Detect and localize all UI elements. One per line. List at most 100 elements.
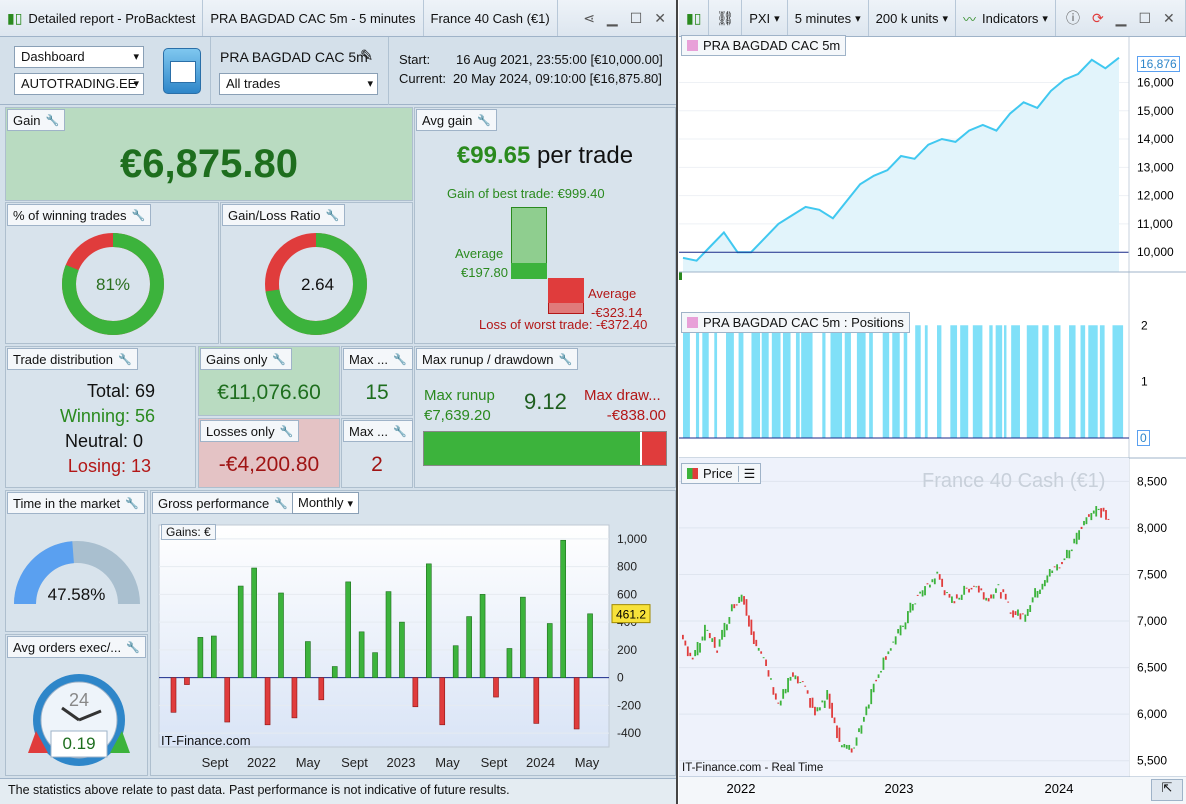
wrench-icon[interactable]: 🔧 [45,114,60,127]
avg-orders-value: 0.19 [62,734,96,753]
gross-performance-label: Gross performance [158,495,270,511]
report-settings-icon[interactable] [163,48,201,94]
gross-bar [291,677,298,719]
price-candle [735,604,738,606]
price-candle [809,698,811,708]
gross-y-tick: 600 [617,587,637,601]
gain-loss-label: Gain/Loss Ratio [228,207,321,223]
price-candle [970,587,973,590]
price-candle [743,596,745,605]
position-bar [725,325,734,438]
max-losses-value: 2 [371,453,383,476]
price-candle [855,737,858,746]
price-candle [1043,580,1046,587]
price-candle [955,594,958,599]
price-candle [948,593,951,598]
price-candle [992,594,995,599]
link-icon[interactable]: ⛓ [709,0,743,36]
wrench-icon[interactable]: 🔧 [131,209,146,222]
report-header: Dashboard AUTOTRADING.EE PRA BAGDAD CAC … [0,37,676,105]
runup-bar [424,432,643,465]
losses-only-label: Losses only [206,423,275,439]
view-select[interactable]: Dashboard [14,46,144,68]
position-bar [1042,325,1049,438]
price-candle [985,597,988,601]
price-candle [816,707,819,712]
gross-y-tick: 0 [617,671,624,685]
price-candle [933,578,936,585]
wrench-icon[interactable]: 🔧 [126,641,140,654]
price-candle [865,706,868,716]
gross-bar [466,616,472,678]
price-candle [1078,530,1081,540]
price-candle [850,748,853,753]
system-select[interactable]: AUTOTRADING.EE [14,73,144,95]
position-bar [869,325,873,438]
price-candle [806,690,809,694]
position-bar [714,325,718,438]
wrench-icon[interactable]: 🔧 [274,497,288,510]
gain-loss-card: Gain/Loss Ratio 🔧 2.64 [220,202,413,344]
gross-bar [224,677,231,723]
candles-icon[interactable]: ▮▯ [679,0,710,36]
price-candle [1036,590,1039,598]
position-bar [960,325,969,438]
wrench-icon[interactable]: 🔧 [393,353,407,366]
positions-y-tick: 2 [1141,318,1148,332]
position-bar [782,325,791,438]
gross-bar [197,637,204,678]
price-candle [862,716,865,722]
trades-select[interactable]: All trades [219,73,378,95]
ticker-select[interactable]: PXI [742,0,788,36]
wrench-icon[interactable]: 🔧 [325,209,340,222]
wrench-icon[interactable]: 🔧 [279,425,294,438]
equity-last-value: 16,876 [1137,56,1180,72]
maximize-icon[interactable]: ☐ [629,9,643,26]
price-candle [1009,612,1012,614]
wrench-icon[interactable]: 🔧 [272,353,287,366]
positions-swatch [687,317,698,328]
timeframe-select[interactable]: 5 minutes [788,0,869,36]
wrench-icon[interactable]: 🔧 [393,425,407,438]
wrench-icon[interactable]: 🔧 [117,353,132,366]
winning-pct-value: 81% [95,275,131,294]
neutral-trades: Neutral: 0 [64,431,143,451]
share-icon[interactable]: ⋖ [583,9,595,26]
price-candle [699,643,701,653]
maximize-icon[interactable]: ☐ [1138,9,1152,26]
price-pane-tag: Price ☰ [681,463,762,484]
info-icon[interactable]: ⓘ [1065,10,1080,26]
units-select[interactable]: 200 k units [869,0,957,36]
wrench-icon[interactable]: 🔧 [125,497,139,510]
price-source: IT-Finance.com - Real Time [682,762,824,774]
price-candle [941,578,944,587]
list-icon[interactable]: ☰ [737,465,755,482]
avg-loss-label: Average [588,286,637,301]
time-market-value: 47.58% [47,585,106,604]
indicators-button[interactable]: 〰 Indicators [956,0,1056,36]
minimize-icon[interactable]: ▁ [1115,9,1127,26]
gains-only-label: Gains only [206,351,268,367]
price-candle [750,619,753,635]
close-icon[interactable]: ✕ [654,9,666,26]
gross-bar [211,635,217,678]
price-candle [1014,611,1017,615]
price-candle [875,679,878,682]
price-candle [682,634,684,640]
refresh-icon[interactable]: ⟳ [1091,9,1104,26]
position-bar [795,325,800,438]
equity-y-tick: 14,000 [1137,132,1174,146]
price-y-tick: 8,000 [1137,521,1167,535]
price-candle [904,622,907,630]
minimize-icon[interactable]: ▁ [606,9,618,26]
wrench-icon[interactable]: 🔧 [477,114,492,127]
gross-bar [385,591,392,678]
expand-icon[interactable]: ⇱ [1151,779,1183,801]
close-icon[interactable]: ✕ [1163,9,1175,26]
wrench-icon[interactable]: 🔧 [558,353,573,366]
price-candle [1002,589,1005,593]
period-select[interactable]: Monthly [292,492,360,514]
price-candle [831,702,833,718]
price-x-tick: 2023 [885,781,914,796]
edit-pencil-icon[interactable]: ✎ [360,48,374,65]
